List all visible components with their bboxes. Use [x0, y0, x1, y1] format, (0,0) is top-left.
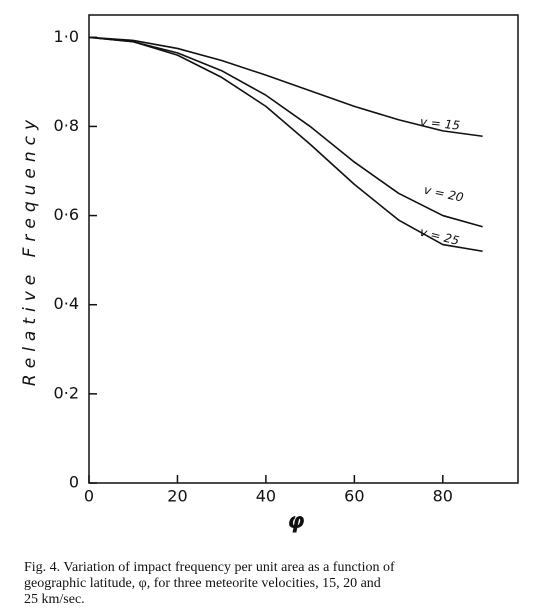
plot-frame — [88, 14, 519, 484]
series-label: v = 20 — [423, 183, 465, 205]
x-tick-label: 60 — [344, 487, 364, 506]
caption-line: geographic latitude, φ, for three meteor… — [24, 576, 381, 591]
y-tick-label: 0·4 — [54, 294, 79, 313]
y-axis-label: Relative Frequency — [20, 114, 40, 386]
y-tick-label: 0·8 — [54, 116, 79, 135]
x-tick-label: 80 — [433, 487, 453, 506]
caption-line: 25 km/sec. — [24, 592, 85, 607]
series-label: v = 25 — [418, 225, 460, 248]
series-line — [88, 36, 483, 228]
series-label: v = 15 — [419, 115, 460, 133]
y-tick-label: 0 — [69, 473, 79, 492]
y-tick-label: 0·6 — [54, 205, 79, 224]
y-tick-label: 1·0 — [54, 27, 79, 46]
series-line — [88, 36, 483, 138]
y-tick-label: 0·2 — [54, 383, 79, 402]
x-axis-label: φ — [287, 509, 304, 534]
x-tick-label: 40 — [256, 487, 276, 506]
series-line — [88, 36, 483, 253]
x-tick-label: 0 — [84, 487, 94, 506]
caption-line: Fig. 4. Variation of impact frequency pe… — [24, 560, 395, 575]
x-tick-label: 20 — [167, 487, 187, 506]
